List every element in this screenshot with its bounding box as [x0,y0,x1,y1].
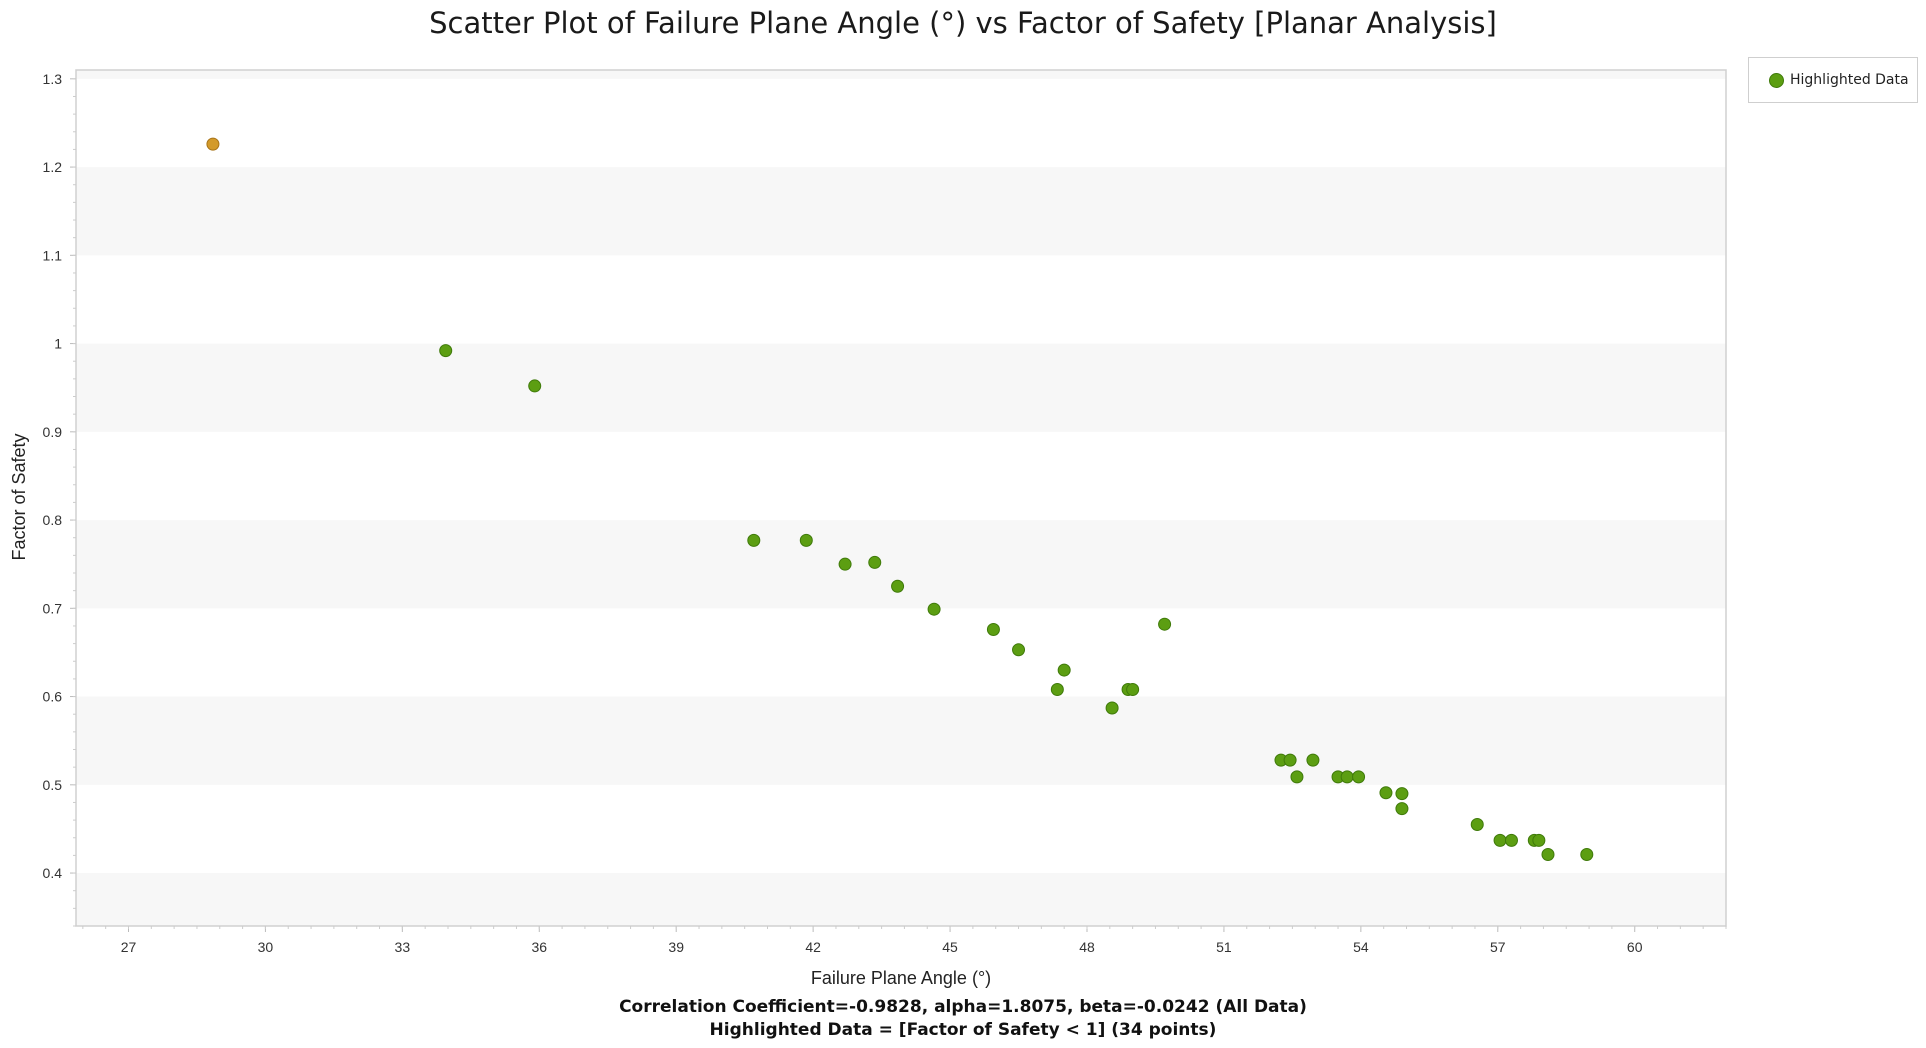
highlighted-data-point[interactable] [986,622,1000,636]
legend-swatch-highlighted [1769,72,1784,88]
data-points[interactable] [206,137,1594,862]
highlighted-data-point[interactable] [1541,848,1555,862]
legend-label-highlighted: Highlighted Data [1790,72,1909,88]
x-tick-label: 51 [1216,939,1232,955]
highlighted-data-point[interactable] [1105,701,1119,715]
highlighted-data-point[interactable] [1340,770,1354,784]
correlation-summary: Correlation Coefficient=-0.9828, alpha=1… [619,997,1307,1017]
highlighted-data-point[interactable] [1532,833,1546,847]
grid-band [76,343,1726,432]
highlighted-data-point[interactable] [1283,753,1297,767]
x-tick-label: 36 [531,939,547,955]
x-tick-label: 30 [258,939,274,955]
highlighted-data-point[interactable] [1126,682,1140,696]
x-tick-label: 45 [942,939,958,955]
highlighted-data-point[interactable] [1057,663,1071,677]
y-tick-label: 1 [54,336,62,352]
x-tick-label: 54 [1353,939,1369,955]
x-tick-label: 33 [395,939,411,955]
highlighted-data-point[interactable] [838,557,852,571]
highlighted-data-point[interactable] [1379,786,1393,800]
highlighted-data-point[interactable] [868,555,882,569]
highlighted-data-point[interactable] [1158,617,1172,631]
x-tick-label: 27 [121,939,137,955]
y-tick-label: 0.7 [43,600,63,616]
x-tick-label: 57 [1490,939,1506,955]
y-axis: 0.4 0.5 0.6 0.7 0.8 0.9 1 1.1 1.2 1.3 [43,71,76,927]
highlighted-data-point[interactable] [1493,833,1507,847]
x-tick-label: 48 [1079,939,1095,955]
y-axis-label: Factor of Safety [9,433,29,560]
chart-title: Scatter Plot of Failure Plane Angle (°) … [429,6,1497,40]
grid-band [76,696,1726,785]
highlighted-data-point[interactable] [1504,833,1518,847]
y-tick-label: 0.4 [43,865,63,881]
grid-band [76,520,1726,609]
highlighted-data-point[interactable] [1395,787,1409,801]
plot-frame [75,69,1727,927]
highlighted-data-point[interactable] [1290,770,1304,784]
highlighted-data-point[interactable] [799,533,813,547]
y-tick-label: 0.9 [43,424,63,440]
grid-bands [76,70,1726,926]
y-tick-label: 0.5 [43,777,63,793]
highlighted-data-point[interactable] [1050,682,1064,696]
x-axis-label: Failure Plane Angle (°) [811,968,991,988]
highlighted-data-point[interactable] [1395,802,1409,816]
grid-band [76,167,1726,256]
data-point[interactable] [206,137,220,151]
grid-band [76,70,1726,79]
highlighted-data-point[interactable] [891,579,905,593]
highlighted-data-point[interactable] [1352,770,1366,784]
highlighted-data-point[interactable] [1470,818,1484,832]
highlighted-data-point[interactable] [1012,643,1026,657]
y-tick-label: 0.8 [43,512,63,528]
y-tick-label: 0.6 [43,689,63,705]
y-tick-label: 1.1 [43,247,63,263]
highlighted-data-point[interactable] [528,379,542,393]
highlight-summary: Highlighted Data = [Factor of Safety < 1… [709,1020,1217,1040]
highlighted-data-point[interactable] [439,344,453,358]
y-tick-label: 1.2 [43,159,63,175]
x-axis: 27 30 33 36 39 42 45 48 51 54 57 60 [82,926,1727,955]
highlighted-data-point[interactable] [927,602,941,616]
highlighted-data-point[interactable] [747,533,761,547]
highlighted-data-point[interactable] [1306,753,1320,767]
grid-band [76,873,1726,926]
legend[interactable]: Highlighted Data [1748,57,1918,103]
x-tick-label: 42 [805,939,821,955]
highlighted-data-point[interactable] [1580,848,1594,862]
y-tick-label: 1.3 [43,71,63,87]
x-tick-label: 60 [1627,939,1643,955]
x-tick-label: 39 [668,939,684,955]
